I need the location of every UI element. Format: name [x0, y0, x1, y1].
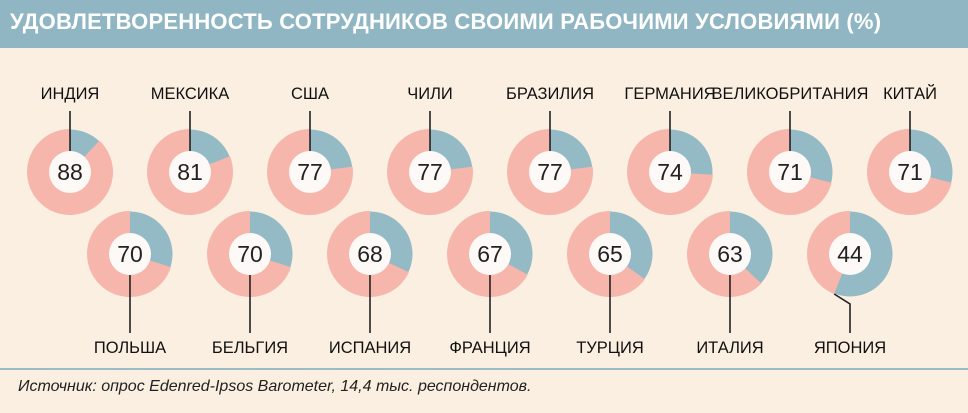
donut-hole: [709, 233, 751, 275]
donut-country-1: 88 ИНДИЯ: [27, 85, 114, 215]
country-label: ВЕЛИКОБРИТАНИЯ: [712, 85, 869, 103]
value-label: 77: [537, 159, 563, 185]
donut-country-15: 44 ЯПОНИЯ: [807, 211, 893, 357]
country-label: БРАЗИЛИЯ: [506, 85, 594, 103]
donut-country-8: 71 КИТАЙ: [866, 84, 953, 215]
value-label: 63: [717, 241, 743, 267]
country-label: ИСПАНИЯ: [329, 339, 411, 357]
donut-country-14: 63 ИТАЛИЯ: [687, 211, 773, 357]
donut-hole: [829, 233, 871, 275]
country-label: ФРАНЦИЯ: [449, 339, 530, 357]
donut-hole: [769, 151, 811, 193]
value-label: 68: [357, 241, 383, 267]
country-label: ЧИЛИ: [407, 85, 453, 103]
source-note: Источник: опрос Edenred-Ipsos Barometer,…: [18, 378, 532, 395]
footer-divider: [0, 368, 968, 370]
leader-line: [833, 293, 851, 333]
country-label: БЕЛЬГИЯ: [212, 339, 288, 357]
donut-hole: [229, 233, 271, 275]
donut-country-4: 77 ЧИЛИ: [386, 85, 473, 215]
donut-hole: [289, 151, 331, 193]
donut-hole: [109, 233, 151, 275]
country-label: ПОЛЬША: [94, 339, 166, 357]
donut-country-6: 74 ГЕРМАНИЯ: [624, 85, 716, 215]
country-label: МЕКСИКА: [151, 85, 230, 103]
country-label: США: [291, 85, 329, 103]
satisfied-sector: [807, 211, 850, 294]
donut-hole: [649, 151, 691, 193]
value-label: 70: [117, 241, 143, 267]
country-label: ГЕРМАНИЯ: [624, 85, 715, 103]
value-label: 81: [177, 159, 203, 185]
value-label: 71: [897, 159, 923, 185]
country-label: ИНДИЯ: [41, 85, 100, 103]
chart-title: УДОВЛЕТВОРЕННОСТЬ СОТРУДНИКОВ СВОИМИ РАБ…: [10, 9, 882, 34]
donut-country-5: 77 БРАЗИЛИЯ: [506, 85, 594, 215]
value-label: 71: [777, 159, 803, 185]
value-label: 70: [237, 241, 263, 267]
value-label: 67: [477, 241, 503, 267]
donut-hole: [349, 233, 391, 275]
donut-country-10: 70 БЕЛЬГИЯ: [207, 211, 293, 357]
country-label: ЯПОНИЯ: [814, 339, 886, 357]
donut-hole: [409, 151, 451, 193]
donut-hole: [589, 233, 631, 275]
title-bar: УДОВЛЕТВОРЕННОСТЬ СОТРУДНИКОВ СВОИМИ РАБ…: [0, 0, 968, 48]
donut-country-3: 77 США: [266, 85, 353, 215]
donut-hole: [49, 151, 91, 193]
country-label: ТУРЦИЯ: [576, 339, 644, 357]
donut-country-7: 71 ВЕЛИКОБРИТАНИЯ: [712, 85, 869, 215]
donut-hole: [889, 151, 931, 193]
country-label: ИТАЛИЯ: [696, 339, 763, 357]
donut-country-2: 81 МЕКСИКА: [146, 85, 233, 215]
donut-country-13: 65 ТУРЦИЯ: [566, 211, 653, 357]
donut-country-9: 70 ПОЛЬША: [87, 211, 173, 357]
value-label: 74: [657, 159, 683, 185]
value-label: 88: [57, 159, 83, 185]
donut-country-12: 67 ФРАНЦИЯ: [447, 211, 533, 357]
donut-hole: [529, 151, 571, 193]
value-label: 65: [597, 241, 623, 267]
country-label: КИТАЙ: [883, 84, 937, 103]
value-label: 77: [297, 159, 323, 185]
value-label: 44: [837, 241, 863, 267]
donut-hole: [169, 151, 211, 193]
value-label: 77: [417, 159, 443, 185]
donut-hole: [469, 233, 511, 275]
donut-country-11: 68 ИСПАНИЯ: [327, 211, 413, 357]
donut-chart-grid: 88 ИНДИЯ 81 МЕКСИКА 77 США 77 ЧИЛИ 77 БРАЗИЛИЯ 74 Г…: [27, 84, 953, 357]
